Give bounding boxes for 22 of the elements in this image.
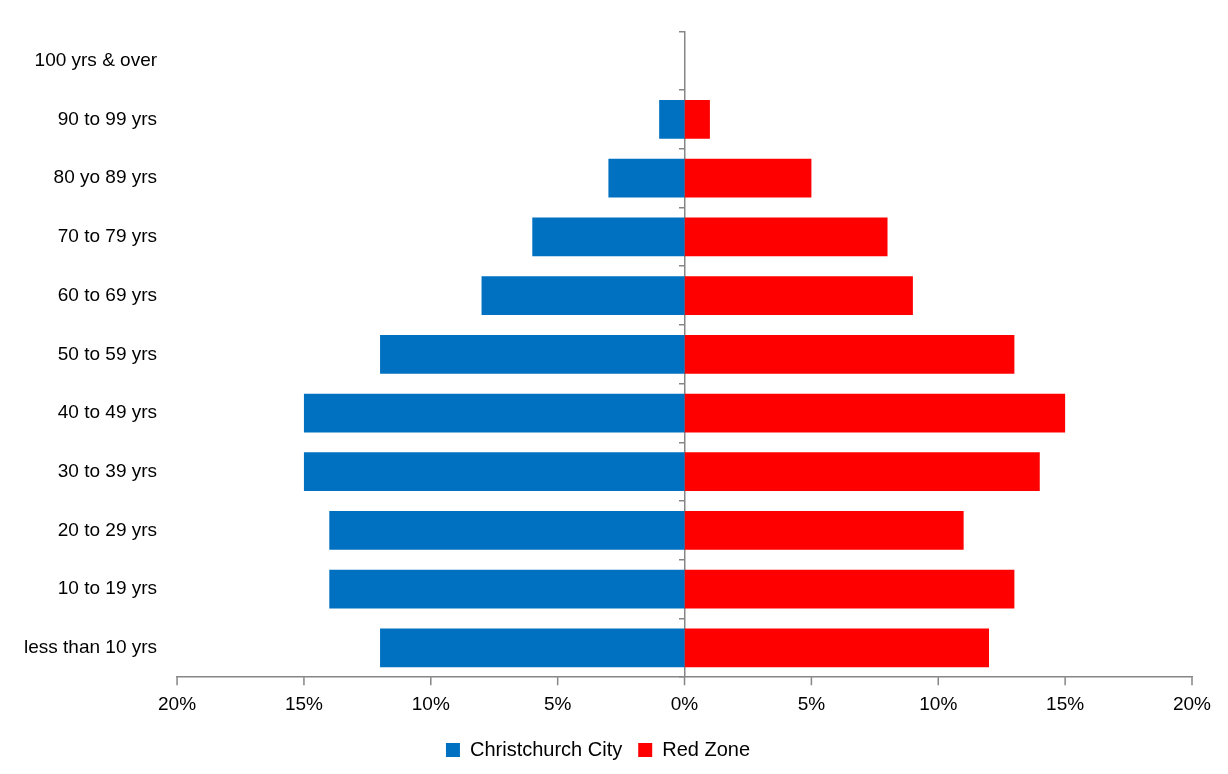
y-tick-label: 100 yrs & over (34, 48, 158, 70)
x-tick-label: 15% (1046, 692, 1085, 714)
y-tick-label: 90 to 99 yrs (57, 107, 158, 129)
y-tick-label: less than 10 yrs (23, 636, 158, 658)
y-tick-label: 20 to 29 yrs (57, 518, 158, 540)
legend-label: Christchurch City (469, 737, 623, 760)
y-tick-label: 50 to 59 yrs (57, 342, 158, 364)
y-tick-label: 40 to 49 yrs (57, 401, 158, 423)
x-tick-label: 20% (1172, 692, 1212, 714)
x-tick-label: 5% (543, 692, 572, 714)
y-tick-label: 80 yo 89 yrs (53, 166, 158, 188)
x-tick-label: 10% (411, 692, 450, 714)
x-tick-label: 0% (670, 692, 699, 714)
y-tick-label: 70 to 79 yrs (57, 225, 158, 247)
x-tick-label: 10% (919, 692, 958, 714)
y-tick-label: 60 to 69 yrs (57, 283, 158, 305)
x-tick-label: 5% (797, 692, 826, 714)
y-tick-label: 30 to 39 yrs (57, 459, 158, 481)
x-tick-label: 15% (284, 692, 324, 714)
legend-label: Red Zone (662, 737, 751, 760)
x-tick-label: 20% (158, 692, 197, 714)
y-tick-label: 10 to 19 yrs (57, 577, 158, 599)
